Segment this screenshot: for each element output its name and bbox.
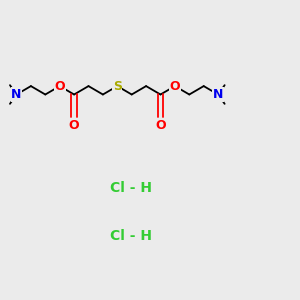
- Text: S: S: [113, 80, 122, 93]
- Text: N: N: [213, 88, 223, 101]
- Text: O: O: [155, 119, 166, 133]
- Text: O: O: [54, 80, 65, 93]
- Text: N: N: [11, 88, 22, 101]
- Text: Cl - H: Cl - H: [110, 181, 152, 194]
- Text: Cl - H: Cl - H: [110, 229, 152, 242]
- Text: O: O: [169, 80, 180, 93]
- Text: O: O: [69, 119, 80, 133]
